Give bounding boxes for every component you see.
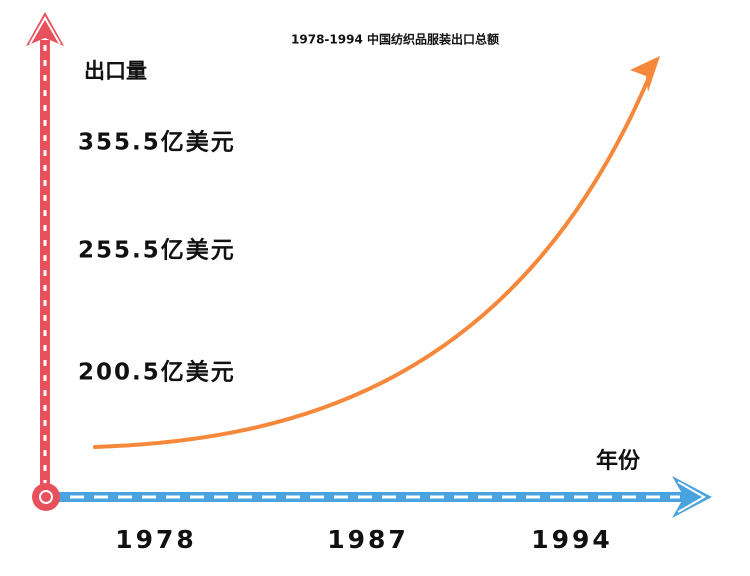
year-label: 1978 (115, 525, 197, 554)
y-axis-arrow (26, 12, 64, 495)
origin-dot (32, 483, 60, 511)
origin-dot-inner (39, 490, 53, 504)
title: 1978-1994 中国纺织品服装出口总额 (291, 32, 499, 47)
value-label: 355.5亿美元 (78, 129, 236, 156)
value-label: 200.5亿美元 (78, 359, 236, 386)
trend-arrow (93, 56, 660, 449)
year-label: 1994 (531, 525, 613, 554)
value-label: 255.5亿美元 (78, 237, 236, 264)
x-axis-label: 年份 (596, 448, 641, 474)
y-axis-label: 出口量 (84, 59, 147, 83)
year-label: 1987 (327, 525, 409, 554)
x-axis-arrow (45, 476, 712, 518)
